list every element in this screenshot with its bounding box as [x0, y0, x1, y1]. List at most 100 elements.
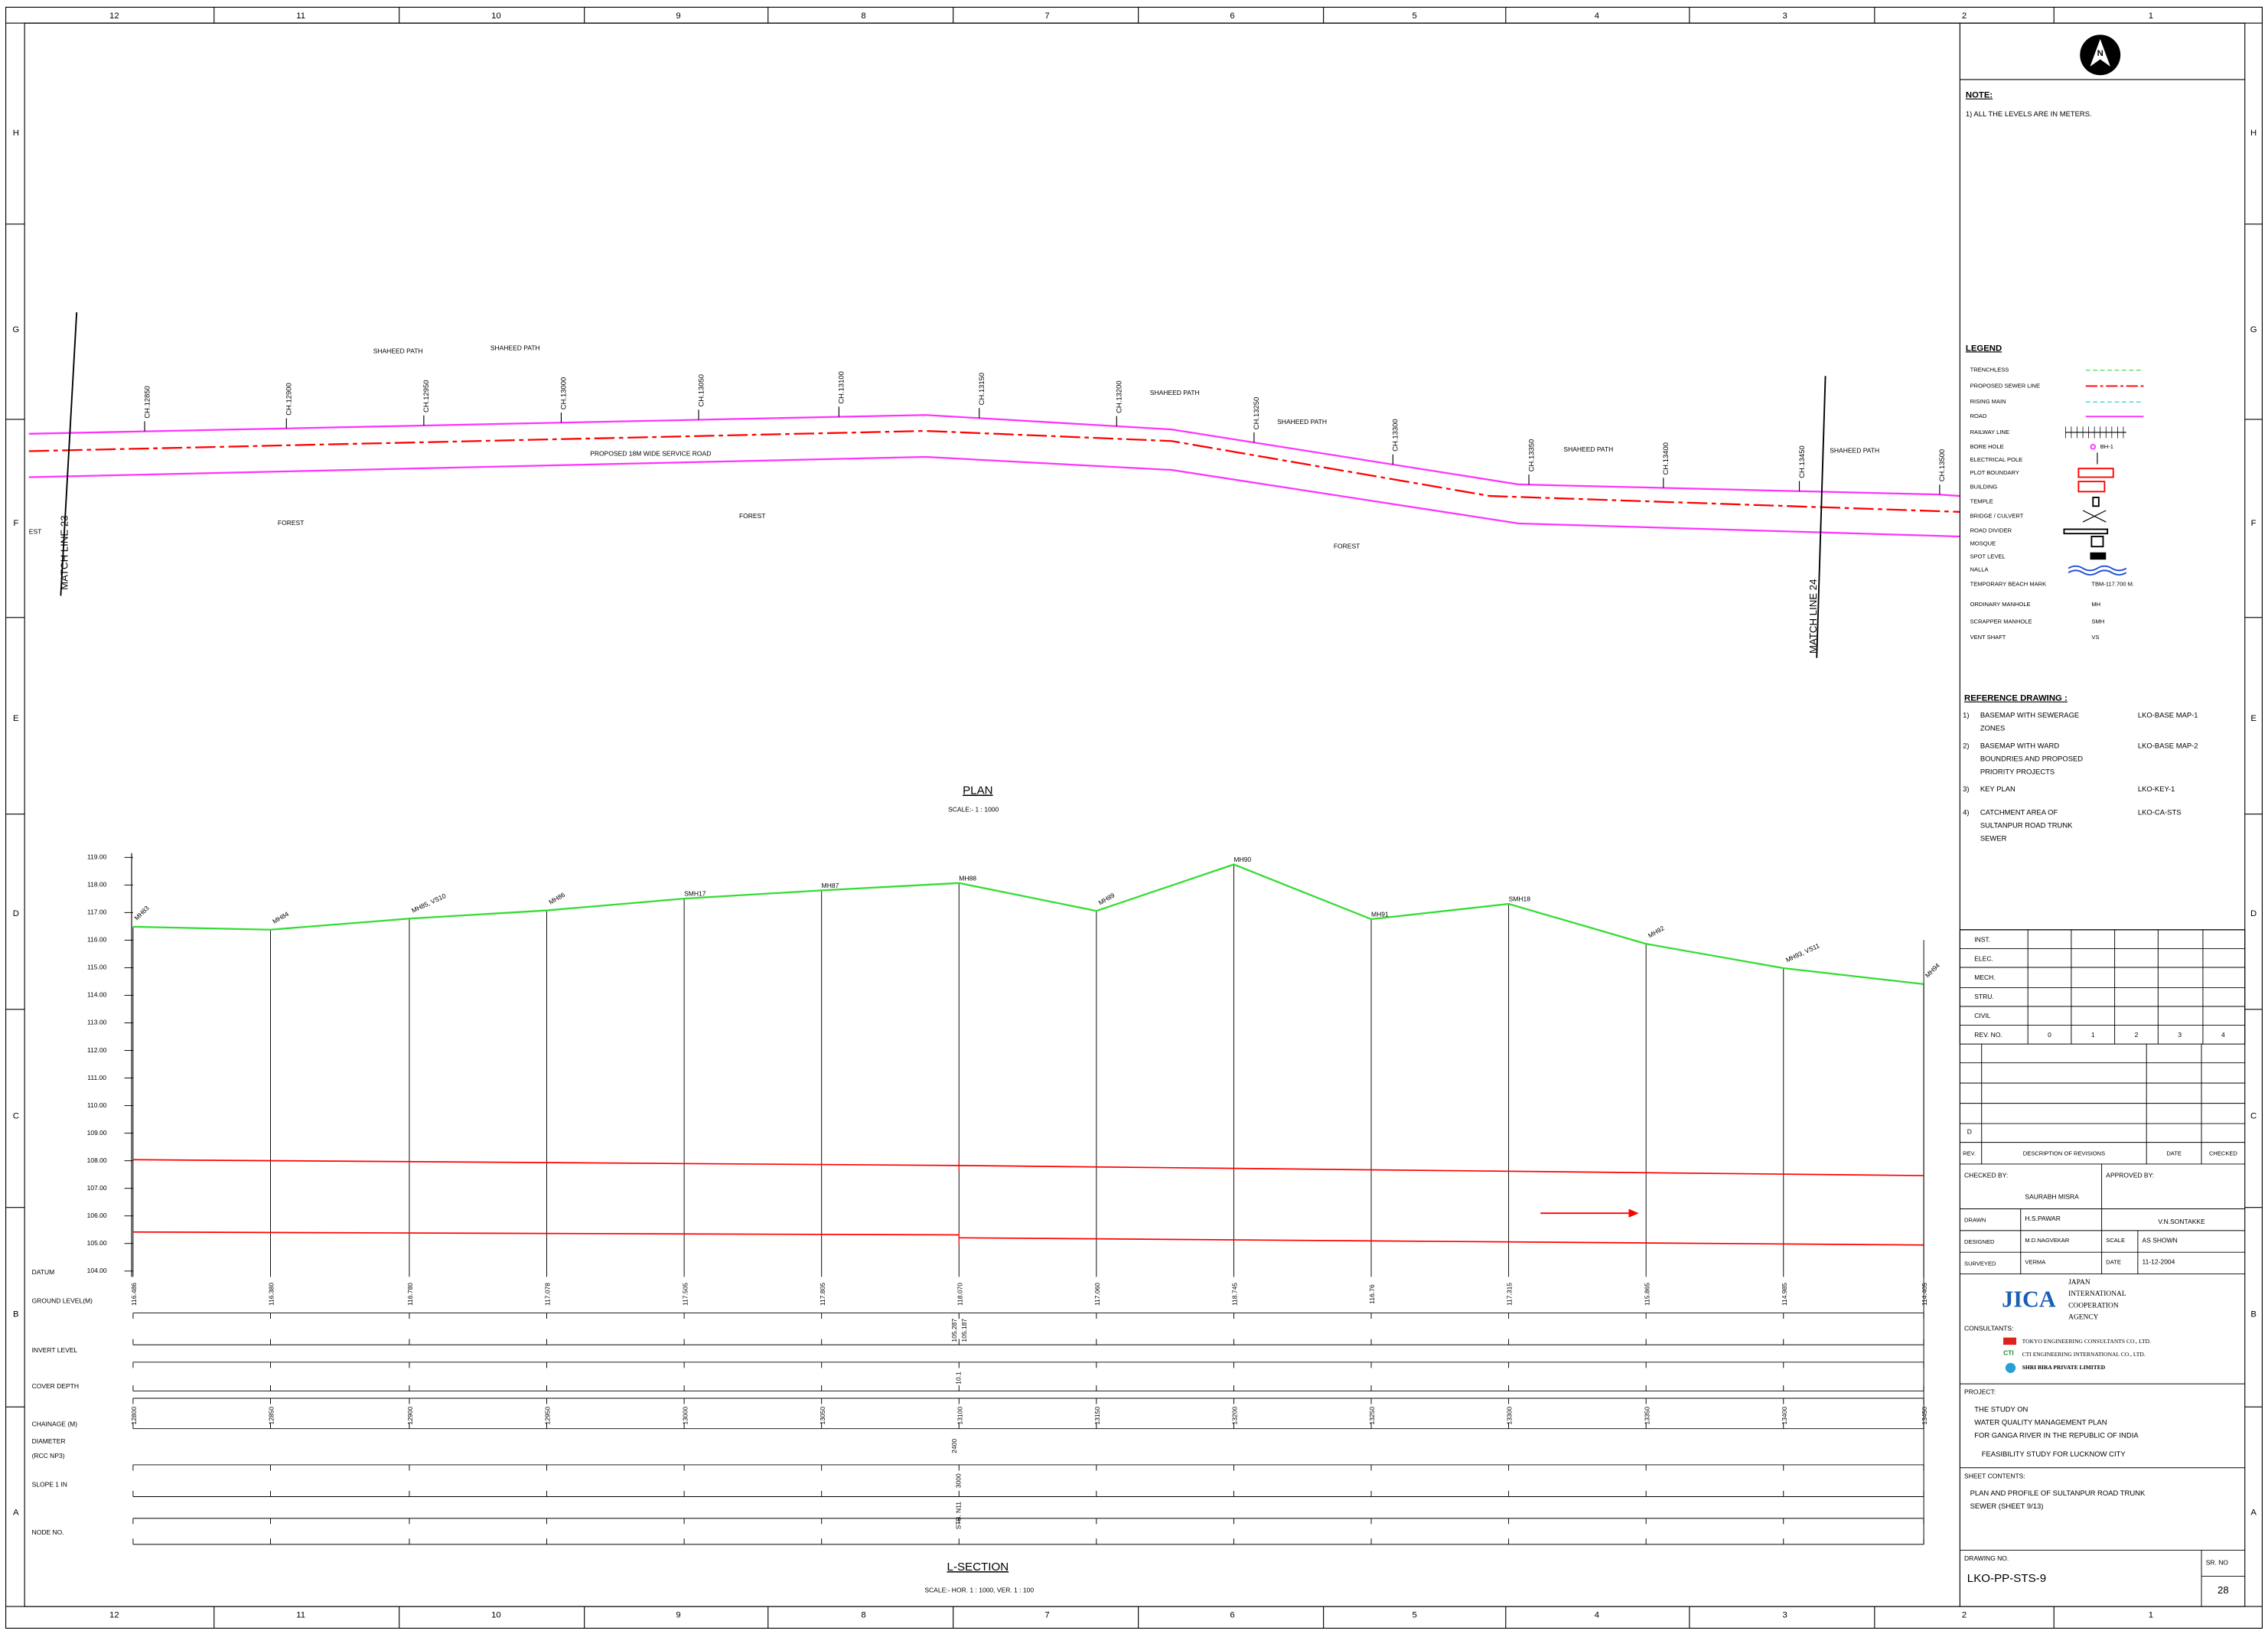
surveyed-label: SURVEYED — [1964, 1260, 1996, 1267]
row-label: DATUM — [32, 1268, 55, 1276]
level-tick-label: 104.00 — [87, 1267, 107, 1274]
legend-label: MOSQUE — [1970, 540, 1996, 546]
rev-header: DATE — [2166, 1150, 2182, 1157]
rev-number: 0 — [2048, 1031, 2051, 1039]
legend-label: SCRAPPER MANHOLE — [1970, 618, 2032, 625]
legend-symbol — [2090, 536, 2104, 548]
chainage-label: CH.13000 — [560, 377, 569, 409]
row-label: D — [2250, 909, 2257, 918]
invert-level-value: 105.187 — [960, 1319, 968, 1342]
legend-title: LEGEND — [1966, 344, 2002, 353]
chainage-value: 13000 — [681, 1407, 689, 1425]
consultant-logo — [2005, 1362, 2016, 1373]
legend-symbol — [2063, 528, 2109, 535]
ground-level-value: 116.380 — [268, 1283, 275, 1306]
manhole-label: MH89 — [1097, 891, 1116, 906]
level-tick-label: 114.00 — [87, 991, 107, 999]
column-label: 6 — [1230, 11, 1234, 21]
rev-no-label: REV. NO. — [1974, 1031, 2002, 1039]
legend-label: ORDINARY MANHOLE — [1970, 601, 2031, 608]
plan-scale: SCALE:- 1 : 1000 — [948, 805, 999, 813]
project-text: FOR GANGA RIVER IN THE REPUBLIC OF INDIA — [1974, 1432, 2139, 1440]
rev-number: 1 — [2091, 1031, 2095, 1039]
ground-level-value: 117.505 — [681, 1283, 689, 1306]
project-title: PROJECT: — [1964, 1388, 1996, 1396]
drawn-by: H.S.PAWAR — [2025, 1215, 2060, 1222]
note-text: 1) ALL THE LEVELS ARE IN METERS. — [1966, 110, 2092, 119]
reference-text: SEWER — [1980, 834, 2007, 843]
column-label: 6 — [1230, 1610, 1234, 1619]
chainage-label: CH.13100 — [838, 371, 846, 403]
row-label: A — [13, 1508, 19, 1517]
cti-mark: CTI — [2003, 1349, 2014, 1357]
consultant-name: CTI ENGINEERING INTERNATIONAL CO., LTD. — [2022, 1351, 2146, 1358]
legend-label: BUILDING — [1970, 484, 1998, 491]
consultant-name: TOKYO ENGINEERING CONSULTANTS CO., LTD. — [2022, 1338, 2151, 1345]
slope-value: 3000 — [955, 1473, 963, 1488]
chainage-value: 12950 — [544, 1407, 552, 1425]
surveyed-by: VERMA — [2025, 1258, 2046, 1265]
level-tick-label: 119.00 — [87, 853, 107, 861]
manhole-label: MH86 — [547, 891, 566, 906]
row-label: G — [12, 325, 19, 334]
checked-by-label: CHECKED BY: — [1964, 1171, 2008, 1179]
sheet-title: SHEET CONTENTS: — [1964, 1472, 2025, 1479]
row-label: F — [2251, 519, 2257, 528]
chainage-value: 13400 — [1781, 1407, 1788, 1425]
row-label: DIAMETER — [32, 1437, 66, 1445]
chainage-label: CH.13400 — [1662, 442, 1670, 475]
reference-code: LKO-KEY-1 — [2138, 785, 2175, 794]
designed-label: DESIGNED — [1964, 1238, 1995, 1245]
manhole-label: SMH18 — [1509, 895, 1531, 903]
column-label: 8 — [861, 11, 865, 21]
ground-level-value: 114.405 — [1921, 1283, 1928, 1306]
north-arrow-pointer — [2090, 39, 2110, 67]
match-line — [1816, 376, 1826, 658]
match-line-label: MATCH LINE 23 — [59, 515, 70, 589]
legend-label: TRENCHLESS — [1970, 367, 2009, 373]
discipline-label: INST. — [1974, 935, 1990, 943]
column-label: 4 — [1595, 1610, 1599, 1619]
column-label: 9 — [676, 11, 680, 21]
legend-symbol — [2077, 468, 2114, 478]
service-road-label: PROPOSED 18M WIDE SERVICE ROAD — [590, 450, 711, 458]
column-label: 9 — [676, 1610, 680, 1619]
column-label: 5 — [1413, 1610, 1417, 1619]
row-label: H — [13, 129, 19, 138]
chainage-label: CH.13150 — [978, 373, 986, 405]
level-tick-label: 113.00 — [87, 1019, 107, 1026]
ground-level-value: 116.76 — [1368, 1284, 1376, 1304]
column-label: 7 — [1044, 11, 1049, 21]
reference-text: BOUNDRIES AND PROPOSED — [1980, 755, 2083, 763]
legend-label: TEMPLE — [1970, 498, 1993, 505]
row-label: INVERT LEVEL — [32, 1346, 78, 1354]
ground-level-value: 117.315 — [1506, 1283, 1514, 1306]
chainage-value: 13450 — [1921, 1407, 1928, 1425]
rev-header: DESCRIPTION OF REVISIONS — [2023, 1150, 2105, 1157]
ground-level-value: 117.805 — [819, 1283, 826, 1306]
column-label: 10 — [491, 1610, 501, 1619]
column-label: 2 — [1962, 1610, 1967, 1619]
scale-value: AS SHOWN — [2143, 1236, 2178, 1244]
reference-number: 1) — [1963, 712, 1969, 720]
chainage-label: CH.12950 — [422, 380, 431, 413]
legend-symbol — [2077, 481, 2106, 493]
agency-name: AGENCY — [2068, 1313, 2099, 1321]
row-label: E — [2250, 714, 2257, 723]
l-section-scale: SCALE:- HOR. 1 : 1000, VER. 1 : 100 — [924, 1587, 1034, 1594]
sr-no: 28 — [2217, 1584, 2229, 1596]
rev-number: 3 — [2178, 1031, 2182, 1039]
row-label: CHAINAGE (M) — [32, 1420, 78, 1427]
cover-depth-value: 10.1 — [955, 1371, 963, 1384]
sheet-text: PLAN AND PROFILE OF SULTANPUR ROAD TRUNK — [1970, 1489, 2146, 1498]
flow-arrow-head — [1628, 1208, 1639, 1218]
chainage-label: CH.13200 — [1116, 380, 1124, 413]
level-tick-label: 118.00 — [87, 881, 107, 889]
consultant-logo — [2003, 1337, 2017, 1345]
chainage-label: CH.13300 — [1392, 419, 1400, 451]
level-tick-label: 110.00 — [87, 1101, 107, 1109]
column-label: 12 — [109, 1610, 119, 1619]
legend-label: PLOT BOUNDARY — [1970, 469, 2019, 476]
column-label: 4 — [1595, 11, 1599, 21]
